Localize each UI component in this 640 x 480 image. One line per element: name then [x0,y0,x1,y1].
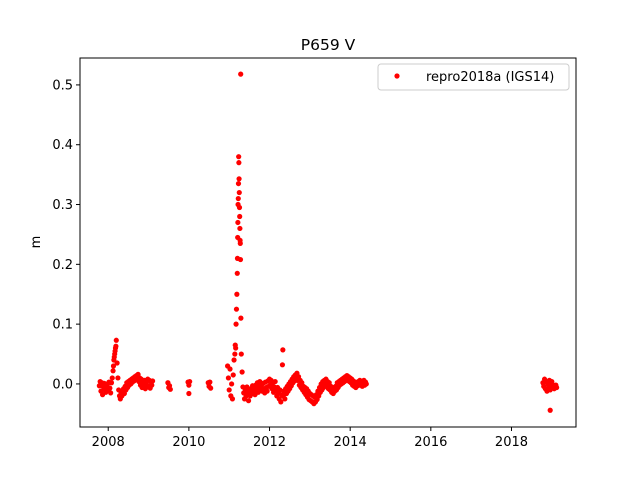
data-point [229,381,235,387]
data-point [239,369,245,375]
data-point [167,386,173,392]
data-point [115,375,121,381]
data-point [229,396,236,402]
data-point [113,337,119,343]
data-point [234,270,240,276]
data-point [233,306,240,312]
data-point [238,315,244,321]
chart-title: P659 V [301,36,356,54]
legend-box [377,63,570,91]
plot-area-frame [79,57,577,428]
legend-marker [394,73,400,79]
data-point [108,380,115,386]
data-point [236,189,242,196]
data-points-layer [96,71,560,413]
x-tick-label: 2016 [414,435,447,450]
data-point [279,362,286,368]
data-point [245,398,252,404]
data-point [114,360,120,366]
data-point [237,225,243,232]
data-point [225,375,231,381]
data-point [110,363,117,369]
y-tick-label: 0.2 [52,258,73,273]
data-point [233,345,239,351]
data-point [149,382,155,388]
data-point [110,368,116,374]
x-tick-label: 2014 [334,435,367,450]
data-point [238,71,244,77]
legend: repro2018a (IGS14) [377,63,570,91]
y-tick-label: 0.3 [52,198,73,213]
data-point [236,176,242,182]
data-point [149,378,156,384]
data-point [208,385,214,391]
data-point [264,388,270,394]
data-point [235,180,242,187]
data-point [237,213,243,220]
data-point [108,390,114,396]
x-tick-label: 2018 [495,435,528,450]
data-point [227,366,233,372]
data-point [280,347,286,353]
data-point [236,154,242,160]
data-point [232,351,238,357]
data-point [363,381,369,387]
data-point [547,407,553,413]
y-tick-label: 0.0 [52,377,73,392]
legend-label: repro2018a (IGS14) [426,70,554,85]
y-tick-label: 0.1 [52,318,73,333]
x-tick-label: 2008 [92,435,125,450]
data-point [230,372,236,378]
data-point [282,396,288,402]
data-point [237,240,243,246]
data-point [109,375,115,381]
data-point [231,357,237,363]
data-point [186,390,192,397]
data-point [113,343,119,349]
y-tick-label: 0.5 [52,78,73,93]
x-tick-label: 2010 [172,435,205,450]
data-point [238,351,244,357]
data-point [236,204,243,211]
y-axis-ticks: 0.0 0.1 0.2 0.3 0.4 0.5 [52,78,80,392]
data-point [235,195,241,202]
data-point [244,384,250,390]
data-point [207,379,213,385]
y-axis-label: m [29,236,44,249]
data-point [107,385,113,391]
data-point [272,378,278,385]
x-axis-ticks: 2008 2010 2012 2014 2016 2018 [92,427,528,450]
data-point [233,321,239,327]
data-point [237,256,244,263]
data-point [234,291,240,297]
data-point [554,384,560,391]
data-point [226,387,232,393]
data-point [278,399,284,405]
data-point [236,160,242,166]
x-tick-label: 2012 [253,435,286,450]
data-point [277,387,283,393]
data-point [187,378,193,385]
y-tick-label: 0.4 [52,138,73,153]
data-point [235,219,241,226]
